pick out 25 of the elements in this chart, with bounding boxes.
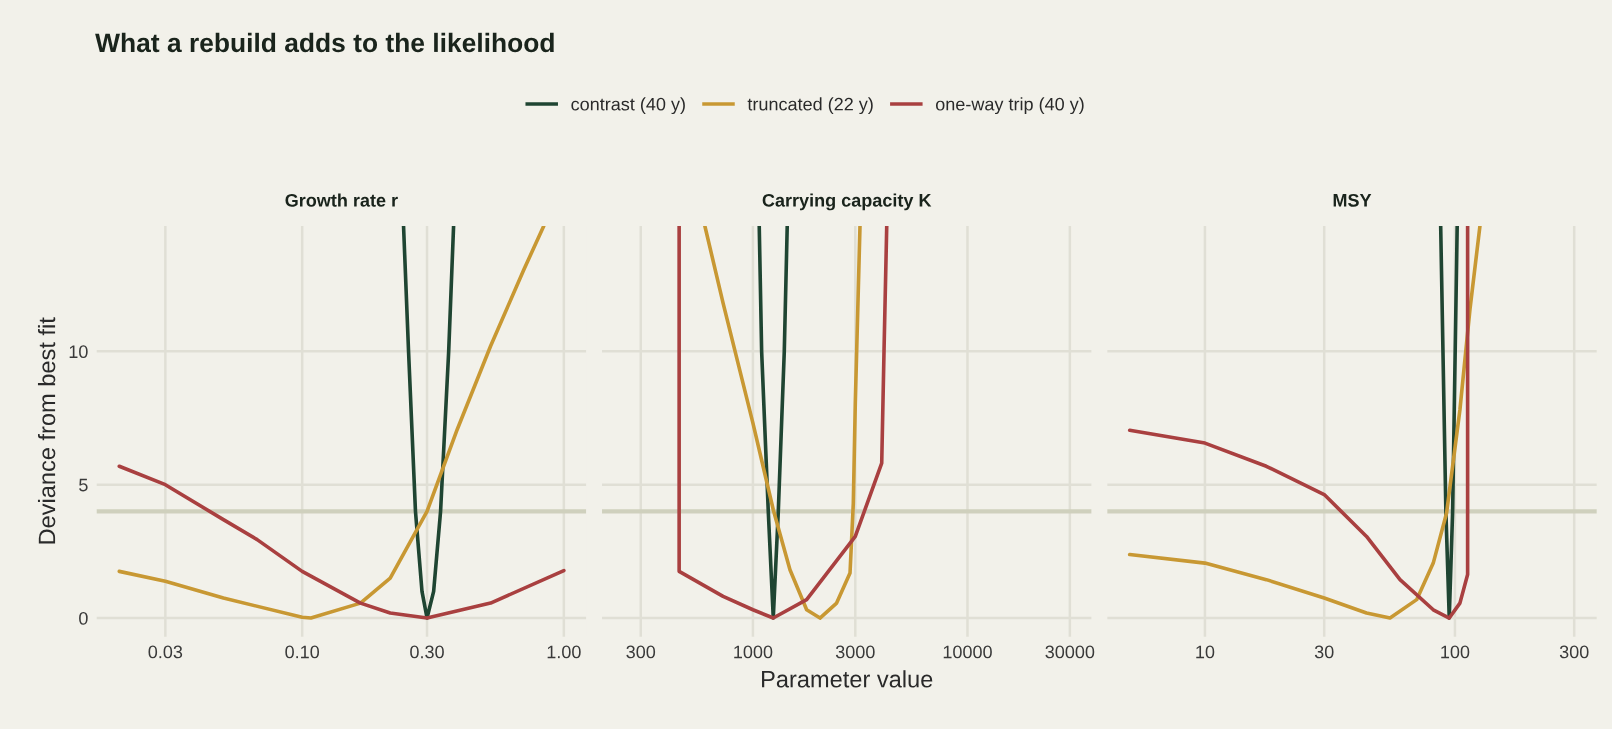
x-tick-label: 30	[1314, 645, 1334, 659]
x-tick-label: 0.30	[410, 645, 444, 659]
legend-label: truncated (22 y)	[747, 97, 873, 115]
x-tick-label: 10000	[943, 645, 992, 659]
chart-title: What a rebuild adds to the likelihood	[95, 32, 554, 53]
legend-label: contrast (40 y)	[571, 97, 685, 115]
x-tick-label: 10	[1196, 645, 1215, 659]
chart-subtitle: Carrying capacity K	[762, 193, 932, 211]
x-tick-label: 1.00	[547, 645, 581, 659]
x-tick-label: 300	[626, 645, 656, 659]
y-tick-label: 10	[69, 345, 88, 359]
x-tick-label: 100	[1441, 645, 1470, 659]
x-axis-title: Parameter value	[762, 670, 933, 688]
x-tick-label: 30000	[1045, 645, 1095, 659]
x-tick-label: 3000	[835, 645, 875, 659]
y-tick-label: 0	[79, 611, 88, 625]
x-tick-label: 0.03	[148, 645, 183, 659]
y-tick-label: 5	[79, 478, 88, 492]
chart-subtitle: Growth rate r	[285, 193, 398, 207]
chart-subtitle: MSY	[1333, 193, 1372, 207]
x-tick-label: 1000	[734, 645, 773, 659]
x-tick-label: 300	[1559, 645, 1589, 659]
y-axis-title: Deviance from best fit	[37, 317, 56, 544]
legend-label: one-way trip (40 y)	[935, 97, 1084, 115]
x-tick-label: 0.10	[285, 645, 320, 659]
